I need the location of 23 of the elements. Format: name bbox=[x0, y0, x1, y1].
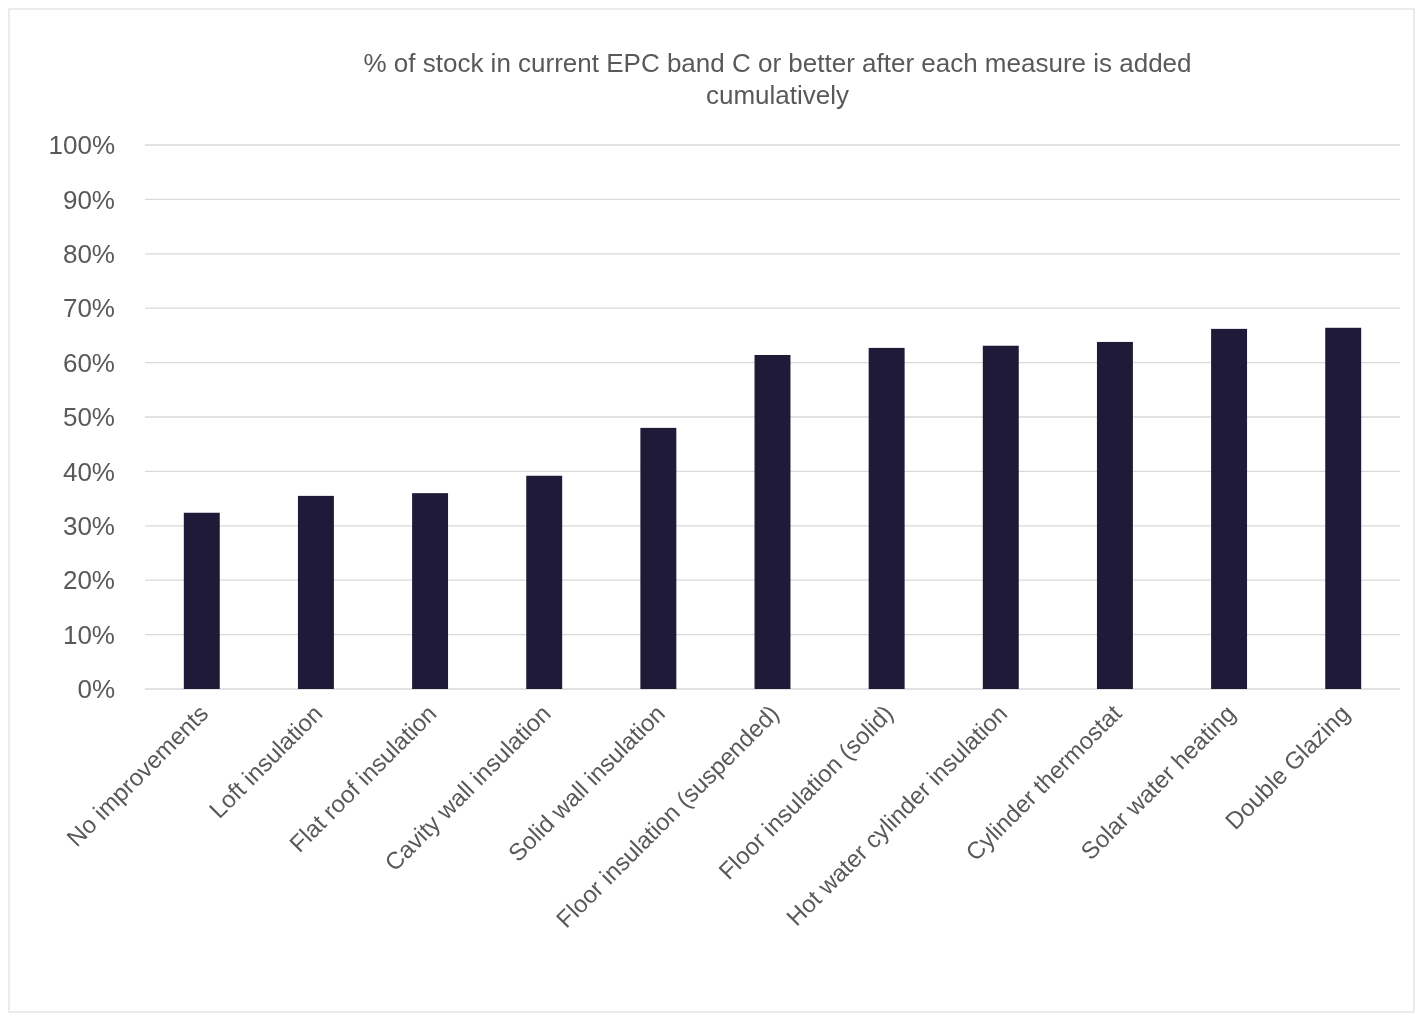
y-tick-label: 60% bbox=[62, 347, 115, 378]
bar bbox=[297, 495, 334, 689]
bar bbox=[1096, 341, 1133, 689]
bar bbox=[526, 475, 563, 689]
y-tick-label: 80% bbox=[62, 238, 115, 269]
y-tick-label: 70% bbox=[62, 293, 115, 324]
bar bbox=[982, 345, 1019, 689]
y-tick-label: 20% bbox=[62, 565, 115, 596]
bar bbox=[183, 512, 220, 689]
y-tick-label: 30% bbox=[62, 510, 115, 541]
bar bbox=[1211, 328, 1248, 689]
bar bbox=[412, 493, 449, 689]
y-tick-label: 50% bbox=[62, 402, 115, 433]
chart-title: % of stock in current EPC band C or better after each measure is added cumulatively bbox=[363, 48, 1192, 110]
bar bbox=[754, 354, 791, 689]
y-tick-label: 10% bbox=[62, 619, 115, 650]
y-tick-label: 40% bbox=[62, 456, 115, 487]
y-tick-label: 100% bbox=[48, 130, 115, 161]
y-tick-label: 0% bbox=[77, 674, 115, 705]
y-tick-label: 90% bbox=[62, 184, 115, 215]
bar bbox=[1325, 327, 1362, 689]
bar bbox=[868, 347, 905, 689]
bar bbox=[640, 427, 677, 689]
